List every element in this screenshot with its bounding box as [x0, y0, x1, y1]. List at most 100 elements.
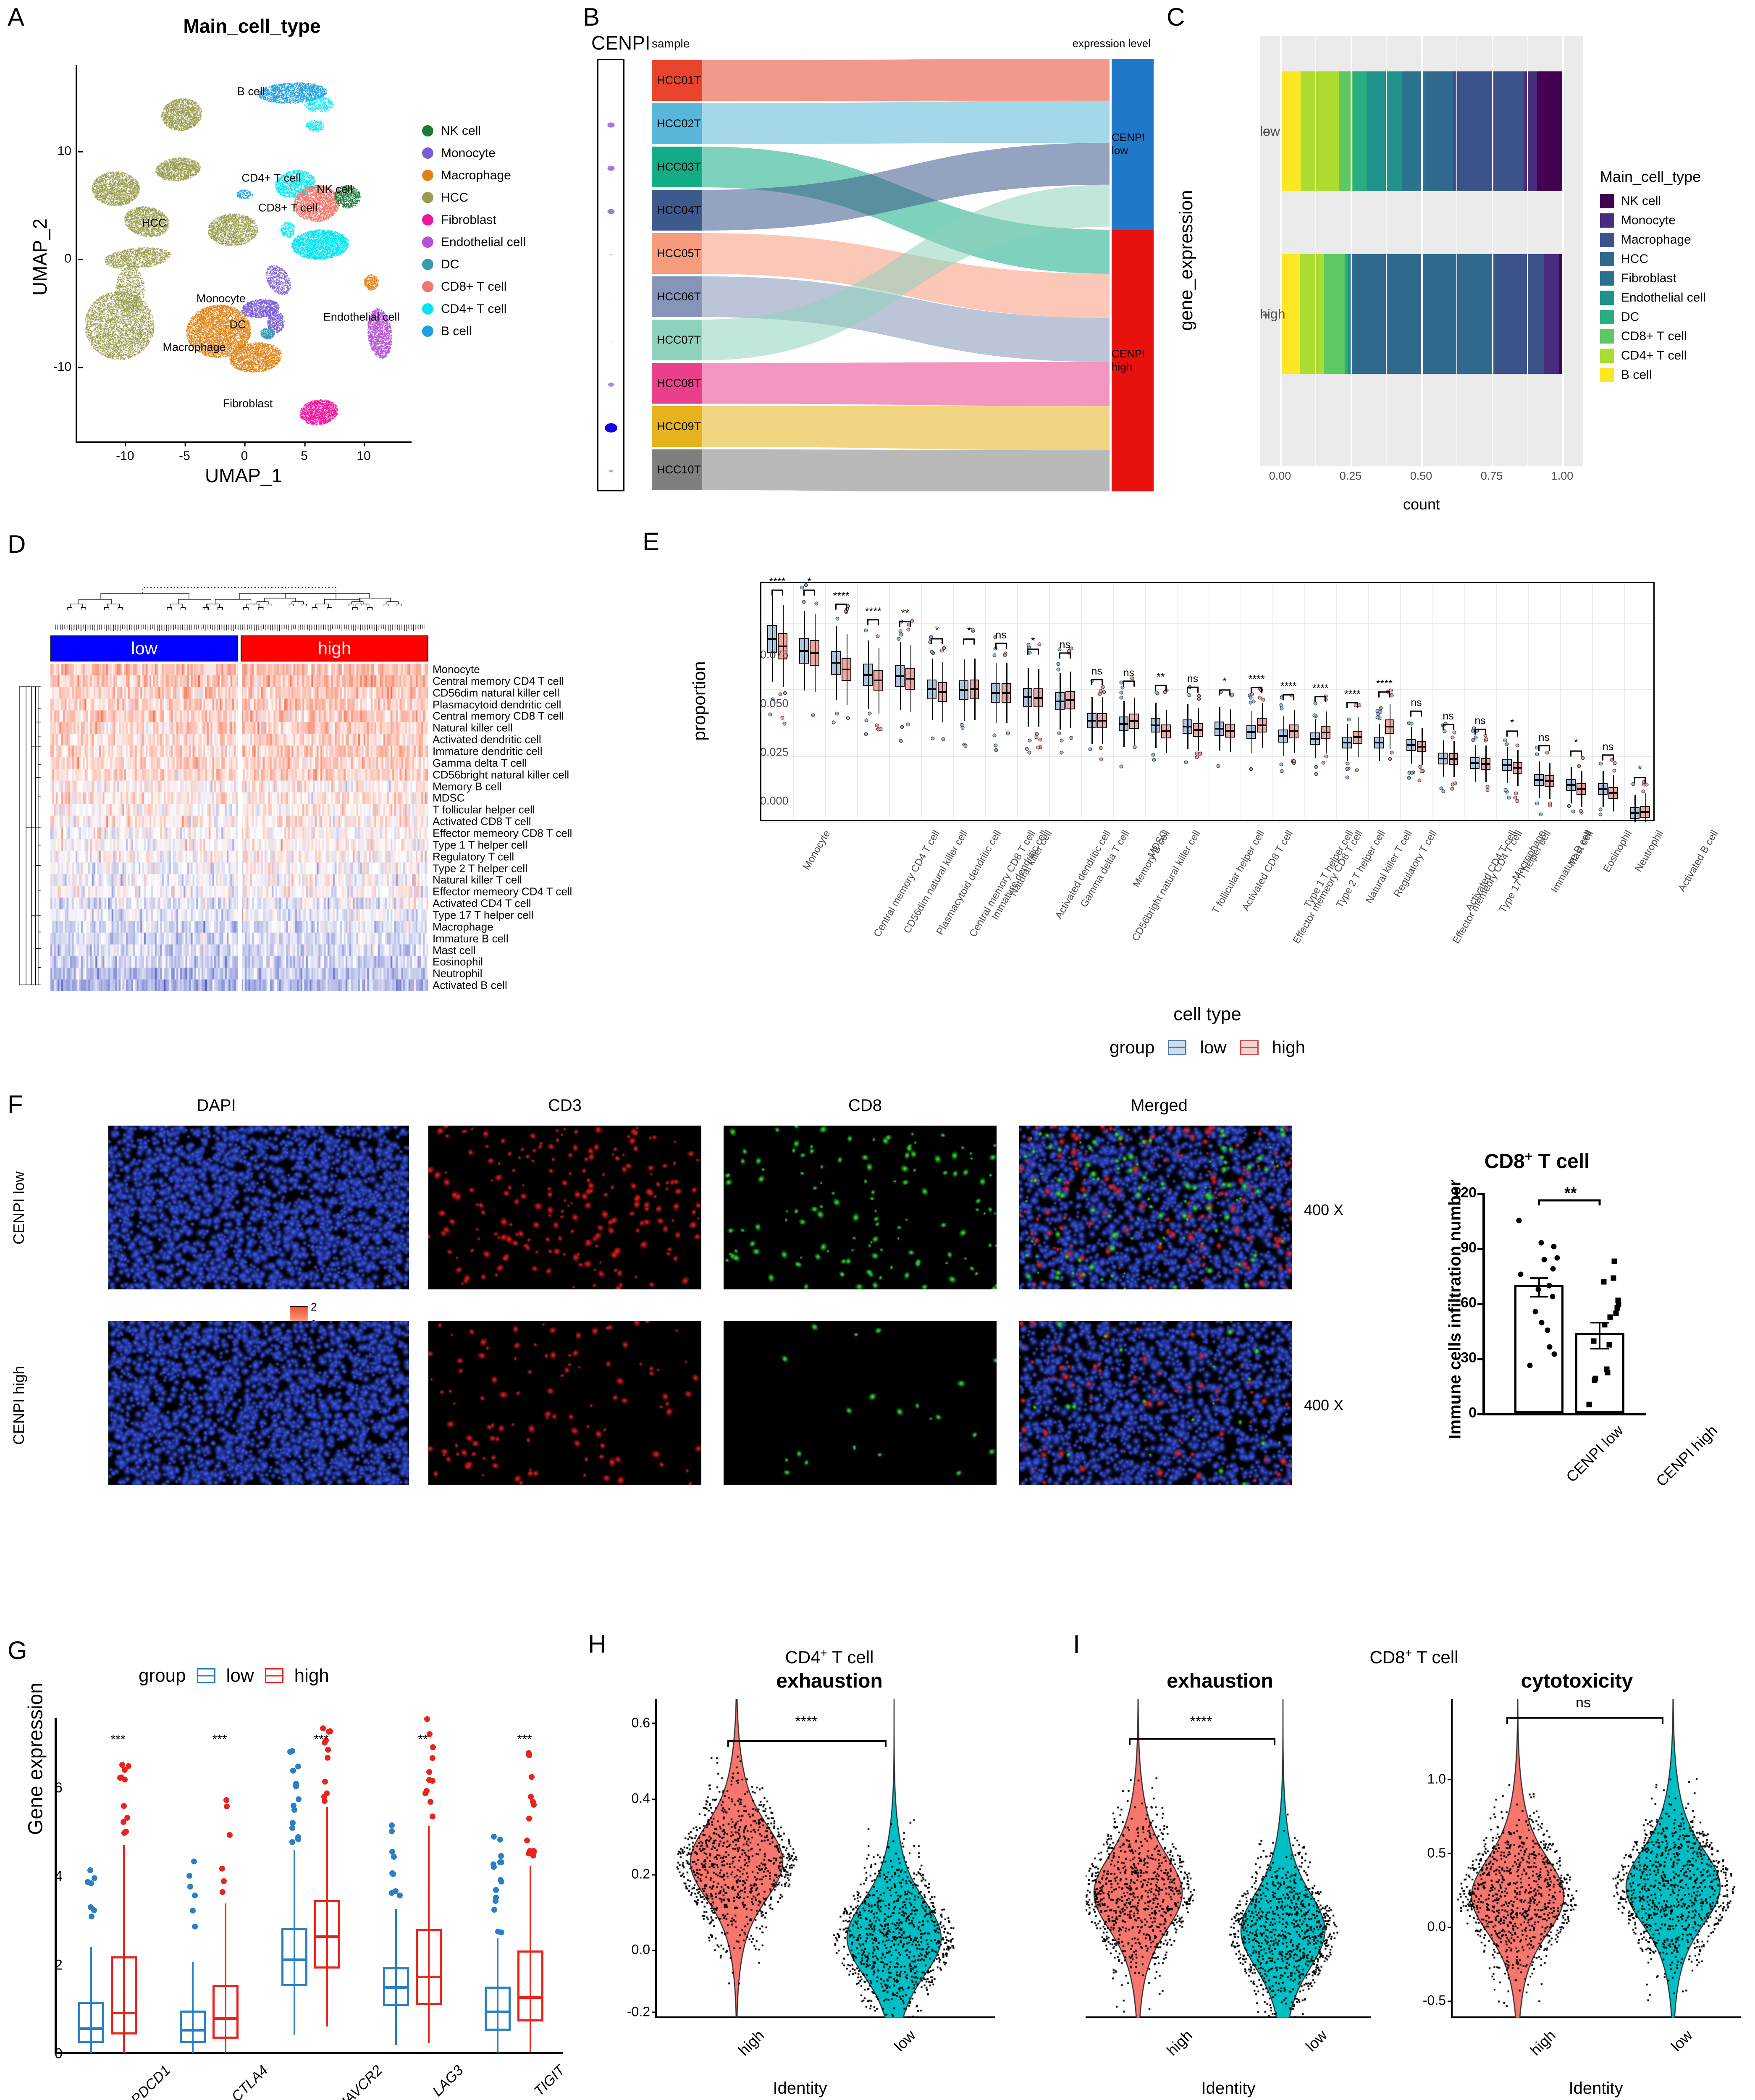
umap-axes: 10 0 -10 -10 -5 0 5 10 B cell CD4+ T cell…: [53, 65, 412, 463]
e-legend-swatch-high: [1240, 1040, 1259, 1055]
h-significance-bracket: [727, 1740, 887, 1747]
e-significance-label: ns: [1091, 665, 1102, 677]
e-significance-bracket: [1218, 689, 1231, 696]
g-outlier: [498, 1853, 504, 1859]
e-outlier: [1028, 651, 1032, 655]
i-left-axes: [1086, 1699, 1371, 2018]
bc-ytick: 90: [1461, 1240, 1485, 1256]
sample-nodes: HCC01T HCC02T HCC03T HCC04T HCC05T HCC06T HCC0…: [652, 59, 702, 491]
e-outlier: [1154, 690, 1159, 695]
e-significance-label: ns: [1602, 740, 1614, 753]
e-outlier: [1613, 761, 1617, 765]
e-significance-label: ns: [1059, 638, 1070, 651]
g-outlier: [498, 1859, 504, 1865]
e-outlier: [804, 583, 808, 587]
heatmap-row-label: Natural killer cell: [433, 721, 513, 734]
e-outlier: [1216, 764, 1220, 768]
e-median: [991, 692, 1001, 694]
g-outlier: [527, 1793, 534, 1800]
c-legend-label: HCC: [1621, 252, 1648, 266]
e-gridline-v: [793, 583, 795, 820]
cd8-significance-bracket: [1538, 1199, 1601, 1205]
g-outlier: [187, 1884, 193, 1890]
stacked-segment-dc: [1345, 254, 1348, 374]
e-xtick: Plasmacytoid dendritic cell: [934, 828, 1004, 937]
e-outlier: [1119, 696, 1123, 700]
panel-b-alluvial: B CENPI sample expression level HCC01T HC…: [580, 0, 1155, 517]
c-legend-swatch: [1600, 271, 1614, 286]
umap-legend-item: CD8+ T cell: [422, 276, 526, 298]
e-median: [1566, 784, 1576, 786]
g-whisker: [225, 1903, 226, 2053]
alluvial-flow: [702, 142, 1110, 231]
e-significance-bracket: [1154, 685, 1167, 691]
sample-node: HCC04T: [652, 190, 702, 231]
alluvial-flow: [702, 100, 1110, 144]
e-outlier: [1057, 647, 1062, 651]
heatmap-row-label: Gamma delta T cell: [433, 756, 527, 769]
i-right-xtick-high: high: [1526, 2026, 1559, 2059]
e-significance-label: *: [967, 625, 971, 637]
i-left-xtick-high: high: [1163, 2026, 1196, 2059]
c-legend-item: Macrophage: [1600, 230, 1706, 249]
e-outlier: [1450, 787, 1454, 791]
g-outlier: [491, 1833, 497, 1840]
heatmap-row-label: Type 2 T helper cell: [433, 862, 527, 874]
e-outlier: [1545, 751, 1549, 755]
e-outlier: [1485, 788, 1490, 792]
e-outlier: [1379, 706, 1383, 710]
legend-label: Macrophage: [441, 168, 511, 182]
e-outlier: [1099, 757, 1103, 761]
e-outlier: [1503, 738, 1507, 743]
e-gridline-v: [1496, 583, 1497, 820]
e-legend-title: group: [1110, 1037, 1155, 1057]
stacked-segment-fibroblast: [1401, 71, 1428, 191]
g-median: [415, 1975, 442, 1978]
e-significance-label: *: [935, 625, 939, 636]
cd8-point-high: [1613, 1310, 1619, 1316]
c-legend-item: B cell: [1600, 365, 1706, 385]
alluvial-flow: [702, 362, 1110, 407]
g-whisker: [123, 1845, 125, 2053]
c-legend-swatch: [1600, 310, 1614, 324]
e-outlier: [1410, 771, 1414, 775]
e-outlier: [1407, 776, 1411, 780]
umap-x-axis-label: UMAP_1: [205, 465, 283, 486]
cenpi-dot: [608, 382, 614, 387]
g-outlier: [295, 1836, 301, 1843]
if-image-high-dapi: [108, 1321, 409, 1485]
c-legend-swatch: [1600, 194, 1614, 208]
e-significance-label: ns: [1443, 710, 1454, 722]
e-outlier: [1249, 696, 1253, 700]
e-outlier: [1056, 662, 1060, 666]
g-outlier: [388, 1822, 395, 1828]
e-outlier: [1003, 653, 1007, 657]
c-legend-swatch: [1600, 213, 1614, 228]
legend-color-dot: [422, 214, 433, 226]
if-image-low-cd3: [428, 1126, 701, 1289]
heatmap-row-label: Plasmacytoid dendritic cell: [433, 698, 561, 711]
e-outlier: [1612, 769, 1616, 773]
umap-cluster-label: Endothelial cell: [323, 310, 400, 323]
e-median: [863, 674, 873, 676]
e-outlier: [900, 725, 904, 729]
e-gridline-v: [1624, 583, 1625, 820]
cd8-point-low: [1551, 1244, 1557, 1250]
heatmap-row-label: Type 1 T helper cell: [433, 838, 527, 851]
g-median: [484, 2011, 511, 2013]
umap-xtick: -10: [116, 441, 134, 463]
c-xtick: 1.00: [1551, 470, 1574, 482]
heatmap-row-label: Effector memeory CD8 T cell: [433, 827, 572, 840]
umap-xtick: 0: [241, 441, 248, 463]
umap-cluster-label: HCC: [142, 216, 167, 229]
e-outlier: [1314, 772, 1318, 776]
g-xtick: CTLA4: [228, 2062, 271, 2100]
e-outlier: [1388, 757, 1392, 761]
bc-ytick: 60: [1461, 1295, 1485, 1311]
e-significance-bracket: [1251, 687, 1263, 693]
e-outlier: [782, 722, 787, 726]
stacked-segment-endothelial-cell: [1367, 71, 1402, 191]
e-legend-label-high: high: [1272, 1037, 1305, 1057]
e-significance-bracket: [1570, 750, 1582, 757]
h-axes: 0.6 0.4 0.2 0.0 -0.2: [627, 1699, 997, 2019]
